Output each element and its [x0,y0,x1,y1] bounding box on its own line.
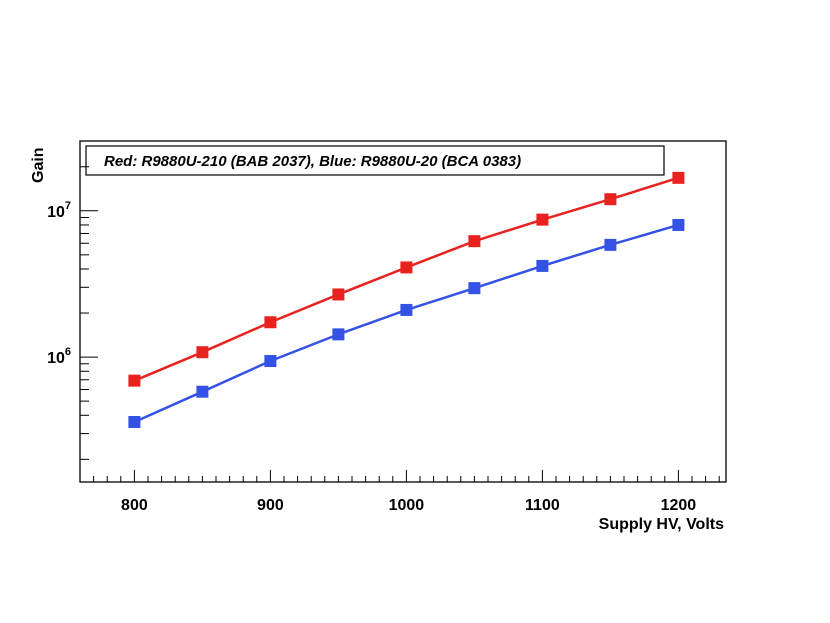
data-point [672,218,685,231]
data-point [264,316,277,329]
y-tick-label-base: 10 [47,204,65,221]
data-point [264,355,277,368]
data-point [468,282,481,295]
data-point [128,416,141,428]
x-tick-label: 900 [257,497,284,514]
y-tick-label-base: 10 [47,350,65,367]
y-tick-label-exponent: 7 [65,200,71,212]
series-line [133,176,679,382]
data-point [536,213,549,226]
series-line [133,223,679,424]
y-axis-title: Gain [30,147,47,183]
data-point [128,374,141,387]
legend-box [85,145,665,176]
legend-text: Red: R9880U-210 (BAB 2037), Blue: R9880U… [104,153,521,170]
axis-ticks [79,140,720,482]
series-0 [128,171,685,387]
y-tick-label: 106 [47,346,71,367]
series [128,171,685,428]
data-point [672,171,685,184]
data-point [400,303,413,316]
data-point [536,259,549,272]
data-point [332,288,345,301]
data-point [332,328,345,341]
x-axis-title: Supply HV, Volts [599,516,724,533]
plot-frame [79,140,727,483]
data-point [604,193,617,206]
x-tick-label: 1200 [661,497,697,514]
x-tick-label: 800 [121,497,148,514]
x-tick-label: 1100 [525,497,560,514]
x-tick-label: 1000 [389,497,425,514]
y-tick-label: 107 [47,200,71,221]
y-tick-label-exponent: 6 [65,346,71,358]
data-point [196,346,209,359]
data-point [468,235,481,248]
series-1 [128,218,685,428]
data-point [196,385,209,398]
legend: Red: R9880U-210 (BAB 2037), Blue: R9880U… [85,145,665,176]
data-point [604,238,617,251]
data-point [400,261,413,274]
